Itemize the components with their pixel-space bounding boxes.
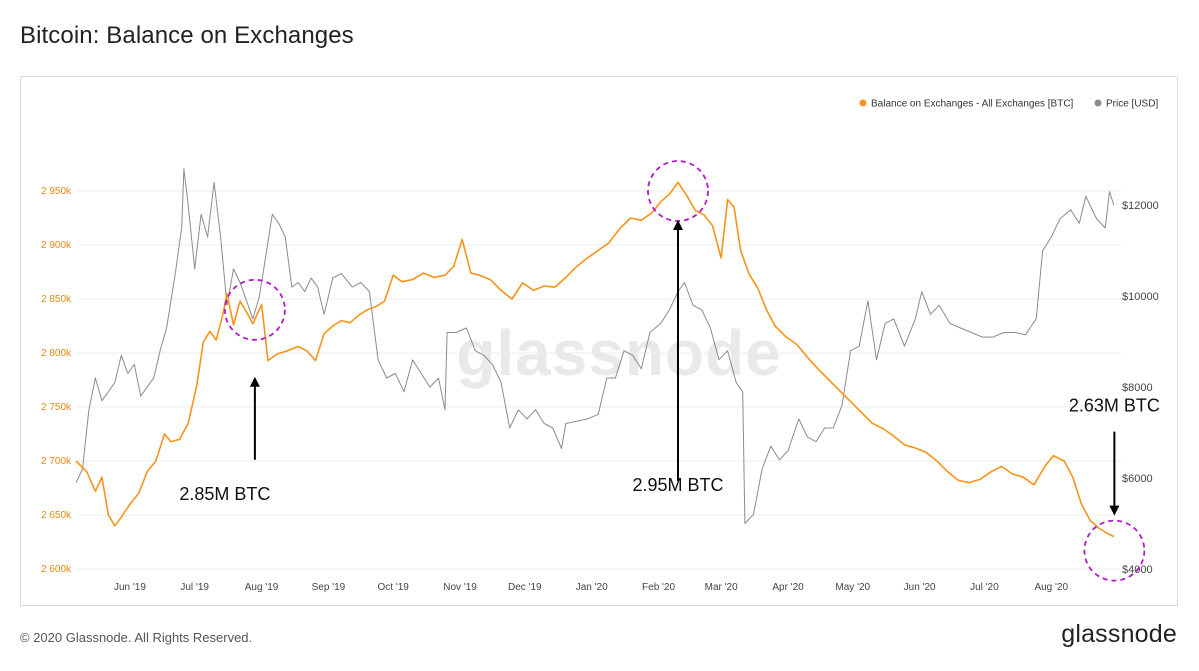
price-series-line [75,168,1115,524]
x-tick-label: Nov '19 [443,582,477,593]
x-tick-label: Apr '20 [772,582,804,593]
series-lines [75,168,1115,538]
left-axis: 2 600k 2 650k 2 700k 2 750k 2 800k 2 850k 2 90… [41,186,72,575]
annotation-label: 2.85M BTC [179,484,270,504]
x-tick-label: Sep '19 [312,582,346,593]
left-tick-label: 2 850k [41,294,72,305]
right-tick-label: $8000 [1122,382,1153,394]
legend-label-balance[interactable]: Balance on Exchanges - All Exchanges [BT… [871,99,1074,110]
x-tick-label: Feb '20 [642,582,675,593]
annotations: 2.85M BTC 2.95M BTC 2.63M BTC [179,160,1160,582]
left-tick-label: 2 900k [41,240,72,251]
legend-swatch-price [1094,99,1102,107]
balance-series-line [75,181,1115,538]
x-tick-label: Jan '20 [576,582,608,593]
right-tick-label: $10000 [1122,291,1159,303]
x-tick-label: Jun '20 [904,582,936,593]
x-tick-label: Jul '19 [180,582,209,593]
glassnode-logo[interactable]: glassnode [1061,620,1177,648]
left-tick-label: 2 650k [41,510,72,521]
annotation-label: 2.95M BTC [632,475,723,495]
left-tick-label: 2 800k [41,348,72,359]
left-tick-label: 2 600k [41,564,72,575]
highlight-circle [223,278,286,341]
x-tick-label: Jun '19 [114,582,146,593]
legend-swatch-balance [859,99,867,107]
page-title: Bitcoin: Balance on Exchanges [20,22,354,49]
legend: Balance on Exchanges - All Exchanges [BT… [859,99,1158,110]
right-tick-label: $12000 [1122,200,1159,212]
chart-frame: glassnode 2 600k 2 650k 2 700k 2 750k 2 800k… [20,76,1178,606]
x-tick-label: May '20 [835,582,870,593]
copyright-text: © 2020 Glassnode. All Rights Reserved. [20,630,253,645]
x-tick-label: Jul '20 [970,582,999,593]
right-tick-label: $6000 [1122,473,1153,485]
grid-lines [76,190,1121,570]
x-tick-label: Aug '20 [1034,582,1068,593]
x-tick-label: Dec '19 [508,582,542,593]
left-tick-label: 2 950k [41,186,72,197]
left-tick-label: 2 750k [41,402,72,413]
x-axis: Jun '19 Jul '19 Aug '19 Sep '19 Oct '19 Nov '… [114,582,1069,593]
legend-label-price[interactable]: Price [USD] [1106,99,1158,110]
right-axis: $4000$6000$8000$10000$12000 [1122,200,1159,576]
x-tick-label: Oct '19 [377,582,409,593]
x-tick-label: Mar '20 [705,582,738,593]
left-tick-label: 2 700k [41,456,72,467]
annotation-label: 2.63M BTC [1069,396,1160,416]
x-tick-label: Aug '19 [245,582,279,593]
